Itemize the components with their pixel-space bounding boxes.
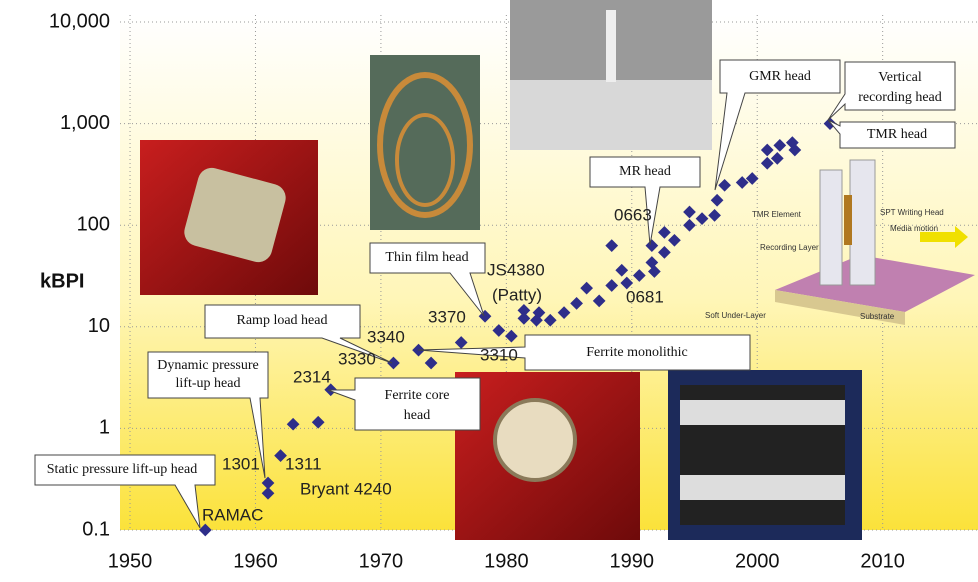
point-label: 2314	[293, 367, 331, 386]
x-tick-label: 1970	[359, 550, 404, 572]
point-label: 3370	[428, 307, 466, 326]
point-label: RAMAC	[202, 505, 263, 524]
callout: MR head	[589, 156, 701, 246]
photo-detail	[510, 80, 712, 150]
point	[454, 336, 468, 349]
photo-detail	[377, 72, 473, 218]
y-tick-label: 100	[77, 213, 110, 235]
callout: GMR head	[714, 59, 841, 191]
point-label: 3340	[367, 327, 405, 346]
annotation: Ramp load head	[237, 313, 328, 328]
callout-box	[369, 242, 486, 317]
callout-box	[589, 156, 701, 246]
point-label: (Patty)	[492, 285, 542, 304]
inset-arrow	[920, 226, 968, 248]
y-tick-label: 10,000	[49, 10, 110, 32]
point-label: 3310	[480, 345, 518, 364]
annotation: Ferrite core	[385, 388, 450, 403]
point-label: JS4380	[487, 260, 545, 279]
photo	[370, 55, 480, 230]
x-tick-label: 1990	[610, 550, 655, 572]
callout-box	[417, 334, 751, 371]
photo-detail	[680, 475, 845, 500]
annotation: MR head	[619, 164, 671, 179]
annotation: Vertical	[878, 70, 922, 85]
inset-label: Soft Under-Layer	[705, 311, 766, 320]
point	[261, 486, 275, 500]
point	[424, 356, 438, 370]
callout: Ferrite monolithic	[417, 334, 751, 371]
point-label: 0663	[614, 205, 652, 224]
point-label: 3330	[338, 349, 376, 368]
callout: TMR head	[827, 119, 956, 149]
point-label: 1311	[285, 454, 322, 473]
callout: Dynamic pressure lift-up head	[147, 351, 269, 479]
callout-box	[327, 377, 481, 431]
callout: Thin film head	[369, 242, 486, 317]
callout-box	[827, 119, 956, 149]
callout: Vertical recording head	[827, 61, 956, 121]
annotation: Static pressure lift-up head	[47, 462, 197, 477]
x-tick-label: 2010	[860, 550, 905, 572]
point	[492, 324, 506, 337]
point	[286, 417, 300, 431]
inset-label: Media motion	[890, 224, 938, 233]
point	[274, 449, 287, 462]
photo-detail	[184, 167, 286, 263]
callout-box	[147, 351, 269, 479]
y-axis-label: kBPI	[40, 270, 84, 292]
callout: Ferrite core head	[327, 377, 481, 431]
x-tick-label: 1980	[484, 550, 529, 572]
point	[311, 415, 325, 429]
point	[387, 356, 400, 370]
callout-box	[34, 454, 216, 529]
inset-pole	[819, 169, 843, 286]
x-tick-label: 2000	[735, 550, 780, 572]
x-tick-label: 1960	[233, 550, 278, 572]
callout: Static pressure lift-up head	[34, 454, 216, 529]
annotation: recording head	[858, 90, 942, 105]
annotation: head	[404, 408, 430, 423]
callout-box	[204, 304, 393, 364]
point	[261, 476, 275, 490]
x-tick-label: 1950	[108, 550, 153, 572]
inset-label: SPT Writing Head	[880, 208, 944, 217]
inset-label: Substrate	[860, 312, 895, 321]
inset-label: TMR Element	[752, 210, 802, 219]
callout-box	[714, 59, 841, 191]
inset-layer	[775, 290, 905, 325]
callout-box	[827, 61, 956, 121]
annotation: Ferrite monolithic	[586, 345, 687, 360]
photo-detail	[680, 400, 845, 425]
callout: Ramp load head	[204, 304, 393, 364]
photo-detail	[606, 10, 616, 82]
inset-label: Recording Layer	[760, 243, 819, 252]
point-label: 1301	[222, 454, 260, 473]
annotation: TMR head	[867, 127, 927, 142]
y-tick-label: 0.1	[82, 518, 110, 540]
annotation: Thin film head	[385, 250, 468, 265]
annotation: GMR head	[749, 69, 811, 84]
y-tick-label: 1	[99, 417, 110, 439]
point-label: Bryant 4240	[300, 479, 392, 498]
annotation: Dynamic pressure	[157, 358, 258, 373]
annotation: lift-up head	[176, 376, 241, 391]
point-label: 0681	[626, 287, 664, 306]
photo-detail	[395, 113, 455, 207]
inset-coil	[844, 195, 852, 245]
inset-pole	[849, 159, 876, 286]
photo-detail	[493, 398, 577, 482]
y-tick-label: 10	[88, 315, 110, 337]
y-tick-label: 1,000	[60, 112, 110, 134]
